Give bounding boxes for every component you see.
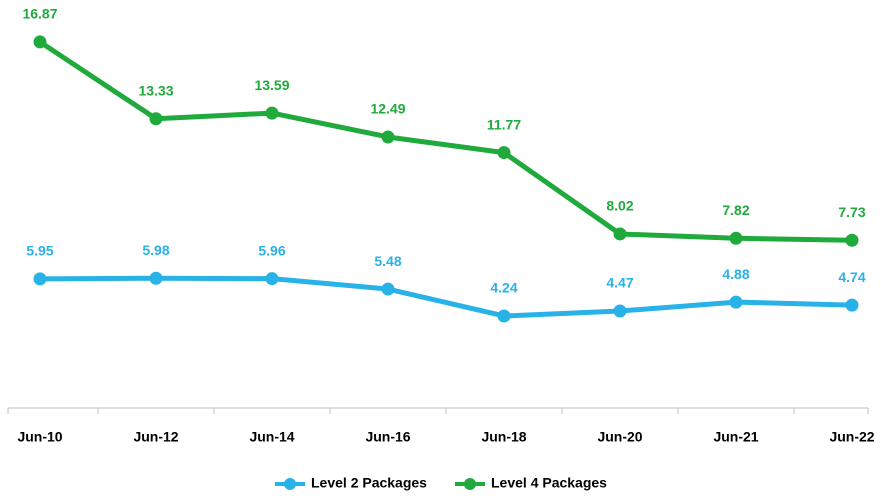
point bbox=[265, 272, 279, 286]
point bbox=[33, 35, 47, 49]
data-label: 7.73 bbox=[838, 204, 865, 220]
series-line bbox=[39, 275, 853, 319]
data-label: 13.59 bbox=[254, 77, 289, 93]
point bbox=[613, 304, 627, 318]
point bbox=[497, 146, 511, 160]
data-label: 4.47 bbox=[606, 275, 633, 291]
x-tick-label: Jun-16 bbox=[365, 429, 410, 445]
point bbox=[149, 112, 163, 126]
point bbox=[845, 298, 859, 312]
data-label: 16.87 bbox=[22, 6, 57, 22]
x-tick-label: Jun-20 bbox=[597, 429, 642, 445]
legend-label: Level 2 Packages bbox=[311, 475, 427, 491]
data-label: 5.98 bbox=[142, 242, 169, 258]
data-label: 13.33 bbox=[138, 82, 173, 98]
point bbox=[381, 130, 395, 144]
point bbox=[497, 309, 511, 323]
data-label: 8.02 bbox=[606, 198, 633, 214]
point bbox=[729, 231, 743, 245]
data-label: 5.95 bbox=[26, 243, 53, 259]
x-tick-label: Jun-18 bbox=[481, 429, 526, 445]
point bbox=[729, 295, 743, 309]
data-label: 7.82 bbox=[722, 202, 749, 218]
point bbox=[33, 272, 47, 286]
point bbox=[149, 271, 163, 285]
series-line bbox=[38, 39, 853, 243]
data-label: 4.74 bbox=[838, 269, 865, 285]
legend-marker bbox=[284, 478, 296, 490]
data-label: 12.49 bbox=[370, 101, 405, 117]
x-tick-label: Jun-22 bbox=[829, 429, 874, 445]
x-tick-label: Jun-10 bbox=[17, 429, 62, 445]
x-tick-label: Jun-14 bbox=[249, 429, 294, 445]
x-tick-label: Jun-21 bbox=[713, 429, 758, 445]
x-tick-label: Jun-12 bbox=[133, 429, 178, 445]
data-label: 5.48 bbox=[374, 253, 401, 269]
data-label: 4.88 bbox=[722, 266, 749, 282]
legend-label: Level 4 Packages bbox=[491, 475, 607, 491]
data-label: 5.96 bbox=[258, 242, 285, 258]
point bbox=[845, 233, 859, 247]
point bbox=[381, 282, 395, 296]
data-label: 11.77 bbox=[487, 116, 521, 132]
data-label: 4.24 bbox=[490, 280, 517, 296]
legend-marker bbox=[464, 478, 476, 490]
point bbox=[613, 227, 627, 241]
point bbox=[265, 106, 279, 120]
